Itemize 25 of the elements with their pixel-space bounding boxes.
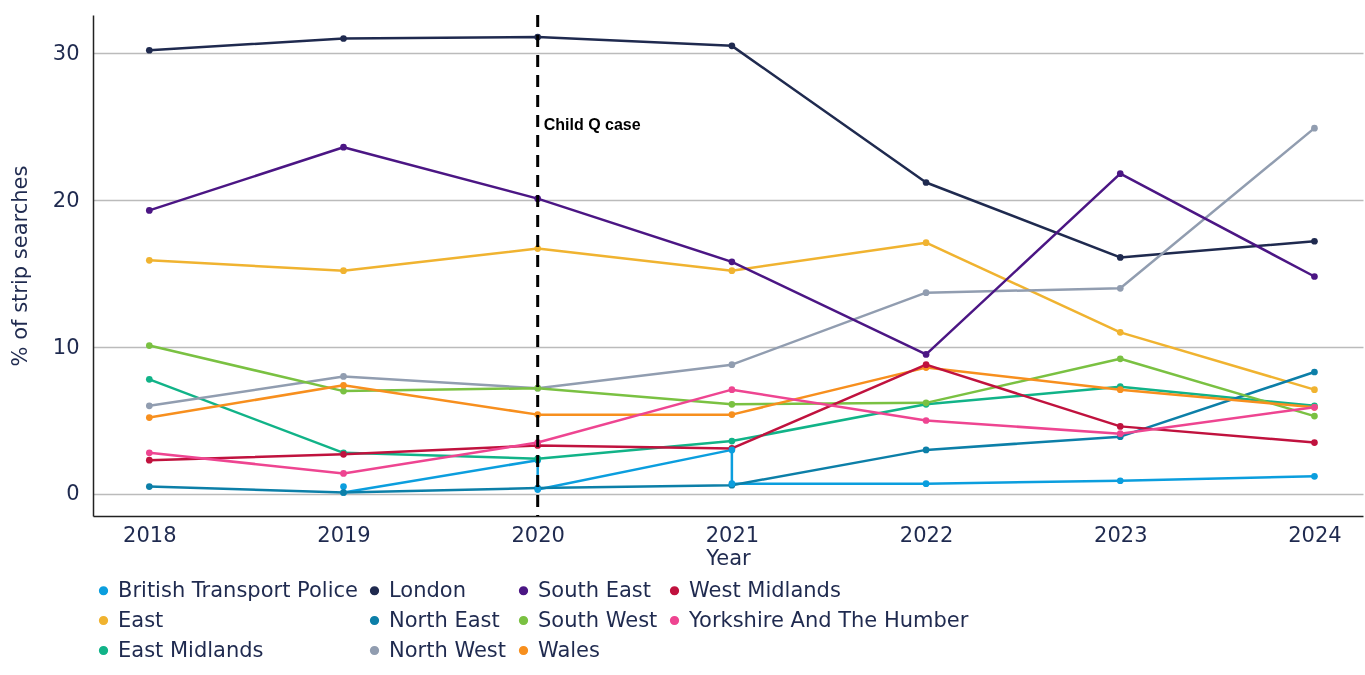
y-tick-label: 30 xyxy=(52,40,80,65)
legend-label: South East xyxy=(538,577,652,602)
legend-label: British Transport Police xyxy=(118,577,358,602)
x-axis-title: Year xyxy=(705,545,752,570)
y-tick-label: 10 xyxy=(52,334,80,359)
legend-label: London xyxy=(389,577,466,602)
y-tick-label: 20 xyxy=(52,187,80,212)
legend-label: East xyxy=(118,607,164,632)
legend-label: West Midlands xyxy=(689,577,841,602)
legend-label: Wales xyxy=(538,637,600,662)
legend-label: North West xyxy=(389,637,507,662)
x-tick-label: 2021 xyxy=(705,522,760,547)
legend-label: East Midlands xyxy=(118,637,264,662)
x-tick-label: 2023 xyxy=(1094,522,1148,547)
legend-label: North East xyxy=(389,607,500,632)
x-tick-label: 2024 xyxy=(1288,522,1342,547)
x-tick-label: 2019 xyxy=(317,522,371,547)
y-tick-label: 0 xyxy=(66,481,80,506)
legend-label: Yorkshire And The Humber xyxy=(688,607,969,632)
x-tick-label: 2020 xyxy=(511,522,565,547)
x-tick-label: 2018 xyxy=(123,522,177,547)
y-axis-title: % of strip searches xyxy=(7,165,32,367)
legend-label: South West xyxy=(538,607,658,632)
ref-line-label: Child Q case xyxy=(543,116,641,133)
x-tick-label: 2022 xyxy=(899,522,954,547)
